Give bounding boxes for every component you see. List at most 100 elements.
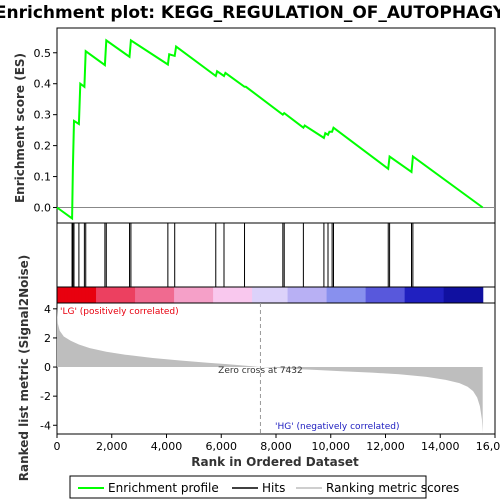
heatmap-cell [85,287,90,303]
heatmap-cell [117,287,122,303]
heatmap-cell [358,287,363,303]
metric-y-tick-label: 2 [44,332,51,345]
heatmap-cell [78,287,83,303]
heatmap-cell [181,287,186,303]
es-y-tick-label: 0.2 [34,140,52,153]
x-axis-label: Rank in Ordered Dataset [191,455,359,469]
heatmap-cell [354,287,360,303]
heatmap-cell [234,287,239,303]
heatmap-cell [198,287,204,303]
heatmap-cell [120,287,125,303]
heatmap-cell [166,287,172,303]
es-panel: 0.0 0.1 0.2 0.3 0.4 0.5 Enrichment score (ES) [13,27,496,224]
x-axis-ticks: 0 2,000 4,000 6,000 8,000 10,000 12,000 14,000 1… [54,434,500,453]
metric-y-tick-label: 4 [44,303,51,316]
metric-y-tick-label: -2 [40,390,51,403]
hits-area [56,222,496,288]
heatmap-cell [205,287,211,303]
x-tick-label: 8,000 [260,440,292,453]
heatmap-cell [315,287,321,303]
es-y-tick-label: 0.5 [34,47,52,60]
heatmap-cell [81,287,86,303]
heatmap-cell [291,287,296,303]
heatmap-cell [163,287,168,303]
heatmap-cell [404,287,409,303]
heatmap-cell [372,287,377,303]
heatmap-cell [248,287,253,303]
x-tick-label: 16,000 [476,440,500,453]
heatmap-cell [287,287,292,303]
positive-correlation-label: 'LG' (positively correlated) [60,307,179,317]
heatmap-cell [376,287,381,303]
heatmap-cell [344,287,349,303]
heatmap-cell [351,287,356,303]
heatmap-cell [213,287,218,303]
heatmap-cell [159,287,165,303]
heatmap-cell [347,287,353,303]
heatmap-cell [99,287,104,303]
heatmap-cell [418,287,423,303]
heatmap-cell [92,287,97,303]
heatmap-cell [457,287,462,303]
heatmap-cell [67,287,72,303]
heatmap-cell [88,287,94,303]
es-y-tick-label: 0.1 [34,171,52,184]
heatmap-cell [323,287,328,303]
heatmap-cell [71,287,76,303]
heatmap-cell [401,287,406,303]
heatmap-cell [106,287,111,303]
es-y-tick-label: 0.3 [34,109,52,122]
heatmap-cell [64,287,69,303]
heatmap-cell [422,287,427,303]
heatmap-cell [57,287,62,303]
heatmap-cell [149,287,154,303]
heatmap-cell [397,287,402,303]
legend-metric-label: Ranking metric scores [326,481,459,495]
heatmap-cell [319,287,324,303]
heatmap-cell [333,287,338,303]
heatmap-cell [468,287,473,303]
heatmap-cell [241,287,246,303]
legend-enrichment-label: Enrichment profile [108,481,219,495]
es-plot-area [56,27,496,224]
heatmap-cell [177,287,182,303]
heatmap-cell [425,287,431,303]
heatmap-cell [386,287,392,303]
heatmap-cell [340,287,345,303]
heatmap-cell [450,287,455,303]
heatmap-cell [443,287,448,303]
metric-y-tick-label: 0 [44,361,51,374]
hit-marks [71,223,414,287]
heatmap-cell [301,287,306,303]
x-tick-label: 10,000 [312,440,351,453]
heatmap-cell [454,287,459,303]
heatmap-cell [135,287,140,303]
x-tick-label: 4,000 [151,440,183,453]
heatmap-cell [479,287,484,303]
heatmap-cell [390,287,395,303]
heatmap-cell [383,287,388,303]
heatmap-cell [113,287,118,303]
heatmap-cell [255,287,260,303]
metric-panel: -4 -2 0 2 4 Zero cross at 7432 'LG' (positiv… [17,255,496,481]
heatmap-cell [170,287,175,303]
chart-title: Enrichment plot: KEGG_REGULATION_OF_AUTO… [0,3,500,23]
heatmap-cell [362,287,367,303]
heatmap-cell [440,287,445,303]
heatmap-cell [305,287,310,303]
heatmap-cell [60,287,65,303]
heatmap-cell [337,287,342,303]
heatmap-cell [188,287,193,303]
heatmap-cell [127,287,133,303]
heatmap-cell [184,287,189,303]
metric-y-tick-label: -4 [40,419,51,432]
heatmap-cell [408,287,413,303]
heatmap-cell [202,287,207,303]
heatmap-cell [245,287,250,303]
heatmap-cell [262,287,267,303]
heatmap-cell [174,287,179,303]
heatmap-cell [284,287,289,303]
heatmap-cell [259,287,264,303]
heatmap-cell [74,287,79,303]
